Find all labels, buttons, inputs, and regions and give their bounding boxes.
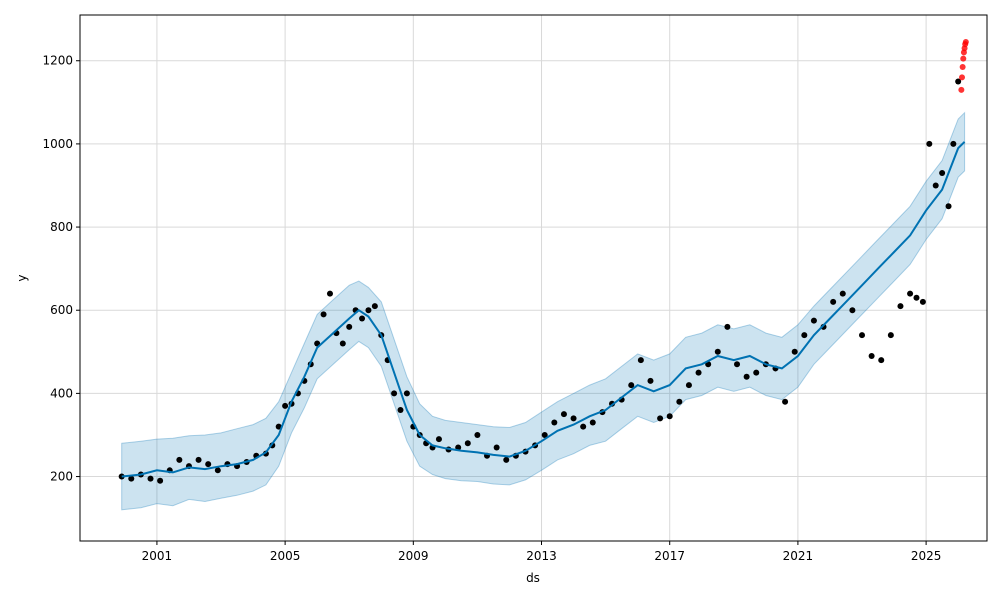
observed-point xyxy=(919,298,926,305)
observed-point xyxy=(830,298,837,305)
observed-point xyxy=(493,444,500,451)
observed-point xyxy=(503,456,510,463)
y-axis-ticks: 200 400 600 800 1000 1200 xyxy=(42,54,80,484)
observed-point xyxy=(926,140,933,147)
observed-point xyxy=(339,340,346,347)
observed-point xyxy=(128,475,135,482)
observed-point xyxy=(734,361,741,368)
observed-point xyxy=(474,431,481,438)
observed-point xyxy=(887,332,894,339)
observed-point xyxy=(346,323,353,330)
x-tick-label: 2025 xyxy=(911,549,942,563)
observed-point xyxy=(320,311,327,318)
y-axis-title: y xyxy=(15,274,29,281)
forecast-line xyxy=(121,141,966,478)
observed-point xyxy=(955,78,962,85)
observed-point xyxy=(455,444,462,451)
observed-point xyxy=(371,303,378,310)
y-tick-label: 1000 xyxy=(42,137,73,151)
x-tick-label: 2017 xyxy=(654,549,685,563)
observed-point xyxy=(724,323,731,330)
observed-point xyxy=(913,294,920,301)
observed-point xyxy=(849,307,856,314)
x-tick-label: 2001 xyxy=(142,549,173,563)
observed-point xyxy=(403,390,410,397)
observed-point xyxy=(275,423,282,430)
observed-point xyxy=(195,456,202,463)
observed-point xyxy=(326,290,333,297)
observed-point xyxy=(714,348,721,355)
x-axis-ticks: 2001 2005 2009 2013 2017 2021 2025 xyxy=(142,541,942,563)
y-tick-label: 400 xyxy=(50,386,73,400)
observed-point xyxy=(365,307,372,314)
observed-point xyxy=(391,390,398,397)
observed-point xyxy=(939,170,946,177)
observed-point xyxy=(859,332,866,339)
observed-point xyxy=(435,436,442,443)
observed-point xyxy=(753,369,760,376)
observed-point xyxy=(666,413,673,420)
observed-point xyxy=(907,290,914,297)
observed-point xyxy=(157,477,164,484)
plot-frame xyxy=(79,14,988,542)
observed-points-layer xyxy=(118,78,962,484)
highlight-point xyxy=(959,63,966,70)
observed-point xyxy=(743,373,750,380)
observed-point xyxy=(810,317,817,324)
y-tick-label: 200 xyxy=(50,470,73,484)
highlight-point xyxy=(958,86,965,93)
y-tick-label: 800 xyxy=(50,220,73,234)
highlight-points-layer xyxy=(958,39,969,93)
observed-point xyxy=(589,419,596,426)
observed-point xyxy=(657,415,664,422)
x-tick-label: 2005 xyxy=(270,549,301,563)
observed-point xyxy=(676,398,683,405)
observed-point xyxy=(950,140,957,147)
observed-point xyxy=(580,423,587,430)
highlight-point xyxy=(959,74,966,81)
observed-point xyxy=(147,475,154,482)
observed-point xyxy=(782,398,789,405)
x-axis-title: ds xyxy=(526,571,540,585)
observed-point xyxy=(932,182,939,189)
observed-point xyxy=(359,315,366,322)
observed-point xyxy=(541,431,548,438)
observed-point xyxy=(695,369,702,376)
x-tick-label: 2021 xyxy=(783,549,814,563)
uncertainty-band xyxy=(121,111,966,511)
forecast-line-layer xyxy=(121,141,966,478)
observed-point xyxy=(897,303,904,310)
observed-point xyxy=(570,415,577,422)
observed-point xyxy=(839,290,846,297)
observed-point xyxy=(791,348,798,355)
observed-point xyxy=(560,411,567,418)
observed-point xyxy=(878,357,885,364)
observed-point xyxy=(176,456,183,463)
observed-point xyxy=(118,473,125,480)
observed-point xyxy=(647,377,654,384)
observed-point xyxy=(637,357,644,364)
observed-point xyxy=(551,419,558,426)
uncertainty-band-layer xyxy=(121,111,966,511)
observed-point xyxy=(464,440,471,447)
observed-point xyxy=(628,382,635,389)
observed-point xyxy=(397,407,404,414)
highlight-point xyxy=(960,55,967,62)
observed-point xyxy=(214,467,221,474)
x-tick-label: 2013 xyxy=(526,549,557,563)
observed-point xyxy=(685,382,692,389)
y-tick-label: 600 xyxy=(50,303,73,317)
x-tick-label: 2009 xyxy=(398,549,429,563)
observed-point xyxy=(205,461,212,468)
highlight-point xyxy=(962,39,969,46)
grid xyxy=(80,15,987,541)
observed-point xyxy=(282,402,289,409)
y-tick-label: 1200 xyxy=(42,54,73,68)
observed-point xyxy=(945,203,952,210)
observed-point xyxy=(801,332,808,339)
observed-point xyxy=(868,352,875,359)
